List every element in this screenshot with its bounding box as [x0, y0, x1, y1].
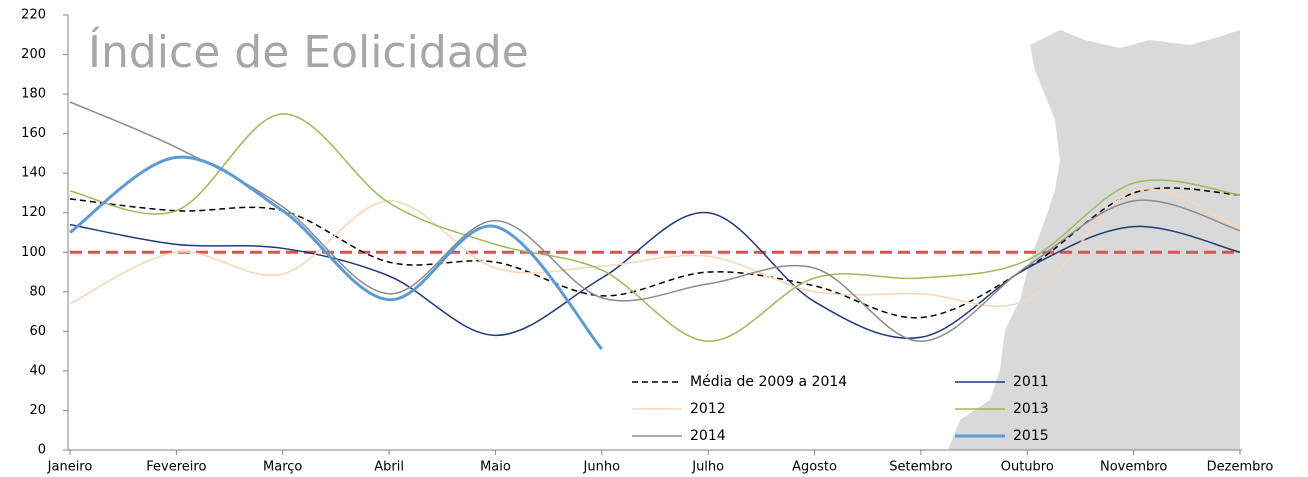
x-tick-label: Março [263, 460, 302, 475]
x-tick-label: Setembro [889, 460, 952, 475]
y-tick-label: 20 [29, 403, 46, 418]
series-line [69, 187, 1241, 319]
series-line [69, 113, 1241, 343]
y-tick-label: 60 [29, 324, 46, 339]
x-tick-label: Fevereiro [146, 460, 206, 475]
legend-label: Média de 2009 a 2014 [690, 374, 847, 390]
series-line [69, 188, 1241, 308]
x-tick-label: Dezembro [1207, 460, 1274, 475]
legend-label: 2015 [1013, 428, 1049, 444]
x-tick-label: Agosto [792, 460, 837, 475]
x-tick-label: Janeiro [47, 460, 93, 475]
series-line [69, 155, 603, 351]
series-line [69, 211, 1241, 339]
y-tick-label: 0 [38, 443, 46, 458]
legend-label: 2011 [1013, 374, 1049, 390]
legend-label: 2014 [690, 428, 726, 444]
background-map [948, 30, 1240, 450]
x-tick-label: Maio [480, 460, 511, 475]
legend-label: 2012 [690, 401, 726, 417]
y-tick-label: 180 [21, 87, 46, 102]
x-tick-label: Novembro [1100, 460, 1167, 475]
y-tick-label: 220 [21, 8, 46, 23]
y-tick-label: 120 [21, 205, 46, 220]
legend-label: 2013 [1013, 401, 1049, 417]
y-tick-label: 40 [29, 363, 46, 378]
legend: Média de 2009 a 2014 2011 2012 2013 2014 2015 [632, 374, 1049, 444]
x-tick-label: Outubro [1001, 460, 1054, 475]
x-tick-label: Julho [691, 460, 724, 475]
y-tick-label: 160 [21, 126, 46, 141]
y-tick-label: 200 [21, 47, 46, 62]
x-tick-label: Junho [583, 460, 621, 475]
y-tick-label: 140 [21, 166, 46, 181]
chart-title: Índice de Eolicidade [88, 25, 529, 78]
y-tick-label: 100 [21, 245, 46, 260]
y-tick-label: 80 [29, 284, 46, 299]
x-tick-label: Abril [374, 460, 404, 475]
series-line [69, 101, 1241, 343]
